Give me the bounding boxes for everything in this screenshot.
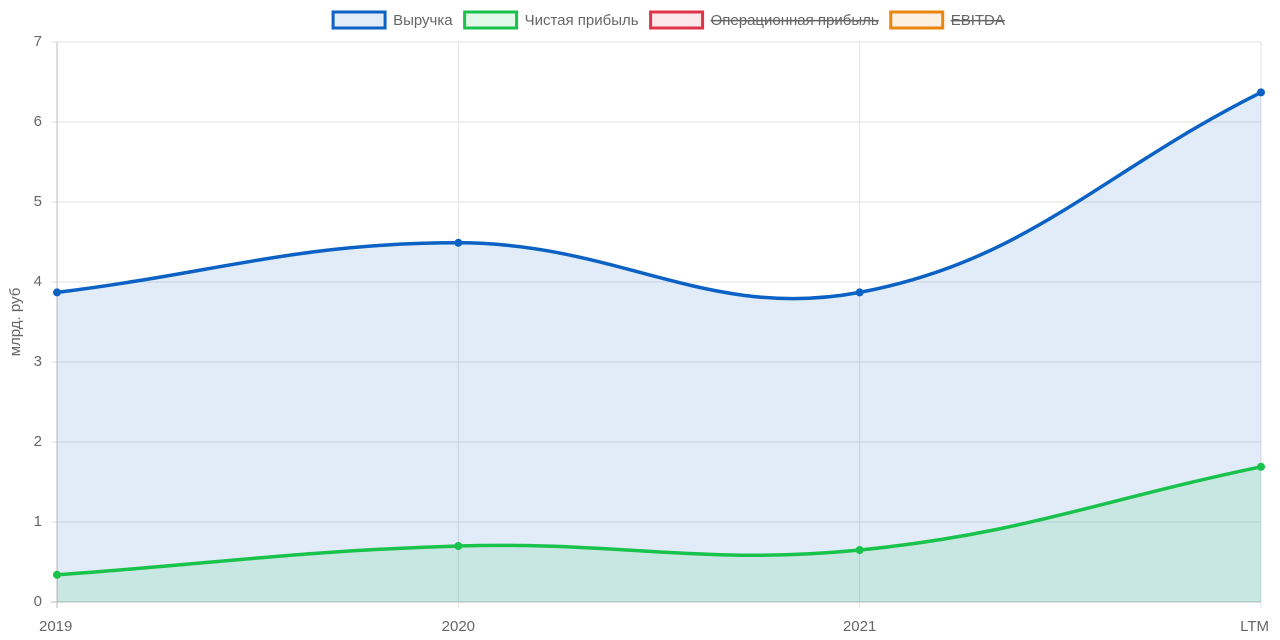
x-tick-label: 2021 xyxy=(843,618,876,635)
grid xyxy=(51,41,1262,608)
y-tick-label: 7 xyxy=(34,33,42,50)
x-tick-label: LTM xyxy=(1240,618,1269,635)
y-tick-label: 3 xyxy=(34,353,42,370)
legend-item: Операционная прибыль xyxy=(649,10,879,30)
lines xyxy=(56,90,1262,577)
line xyxy=(56,465,1262,577)
y-tick-label: 0 xyxy=(34,593,42,610)
legend-item: Чистая прибыль xyxy=(463,10,639,30)
legend-swatch xyxy=(331,10,387,30)
point xyxy=(855,546,864,554)
legend-swatch xyxy=(889,10,945,30)
legend-label: Выручка xyxy=(393,12,453,29)
y-tick-label: 1 xyxy=(34,513,42,530)
legend-label: Операционная прибыль xyxy=(711,12,879,29)
point xyxy=(53,570,61,579)
legend-item: Выручка xyxy=(331,10,453,30)
areas xyxy=(57,92,1261,603)
y-axis-label: млрд. руб xyxy=(7,288,24,357)
point xyxy=(454,238,463,247)
area xyxy=(57,92,1261,603)
legend-label: Чистая прибыль xyxy=(525,12,639,29)
x-tick-label: 2020 xyxy=(442,618,475,635)
point xyxy=(855,288,864,297)
area xyxy=(57,466,1261,602)
point xyxy=(454,542,463,550)
x-tick-label: 2019 xyxy=(39,618,72,635)
line xyxy=(56,90,1262,301)
point xyxy=(1257,462,1265,471)
point xyxy=(53,288,61,297)
y-tick-label: 5 xyxy=(34,193,42,210)
y-tick-label: 4 xyxy=(34,273,42,290)
legend-label: EBITDA xyxy=(951,12,1005,29)
legend: Выручка Чистая прибыль Операционная прибыл… xyxy=(331,10,1005,30)
legend-item: EBITDA xyxy=(889,10,1005,30)
legend-swatch xyxy=(649,10,705,30)
y-tick-label: 2 xyxy=(34,433,42,450)
point xyxy=(1257,88,1265,97)
y-tick-label: 6 xyxy=(34,113,42,130)
legend-swatch xyxy=(463,10,519,30)
